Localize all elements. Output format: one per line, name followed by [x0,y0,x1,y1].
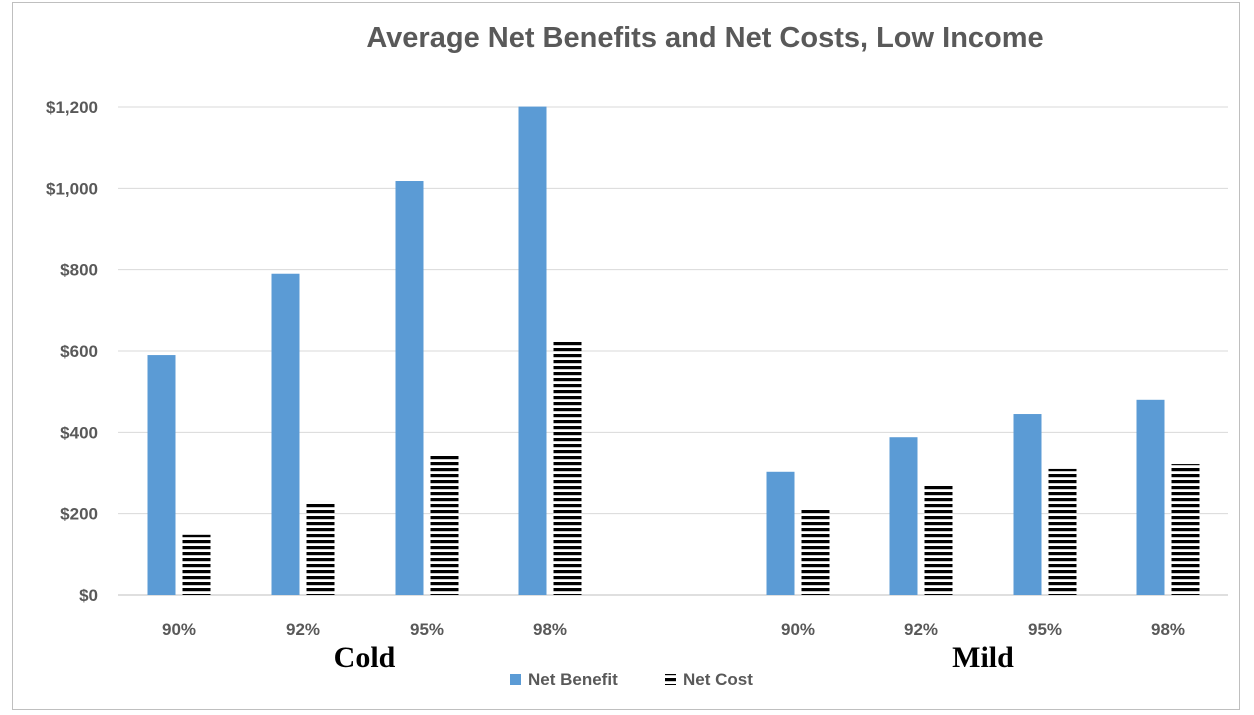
gridlines [118,106,1228,596]
y-tick-label: $0 [79,586,98,605]
x-tick-label: 98% [533,620,567,639]
bar-net-cost [182,534,211,595]
group-labels: Cold Mild [334,641,1014,674]
bar-net-benefit [395,181,424,595]
x-tick-label: 90% [162,620,196,639]
bar-net-cost [553,341,582,595]
y-tick-label: $600 [60,342,98,361]
x-tick-label: 95% [1028,620,1062,639]
y-tick-label: $800 [60,261,98,280]
bar-net-cost [430,453,459,595]
bar-net-cost [306,501,335,595]
bar-net-benefit [889,437,918,595]
bar-net-benefit [766,471,795,595]
bar-net-benefit [1136,399,1165,595]
legend-label: Net Cost [683,670,753,689]
y-tick-label: $1,200 [46,98,98,117]
bar-net-cost [1171,464,1200,595]
bar-net-benefit [147,355,176,595]
y-axis-ticks: $0 $200 $400 $600 $800 $1,000 $1,200 [46,98,98,605]
bar-net-cost [924,485,953,595]
bars [147,106,1200,596]
group-label: Cold [334,641,396,674]
y-tick-label: $200 [60,505,98,524]
y-tick-label: $400 [60,423,98,442]
bar-net-cost [1048,468,1077,595]
x-axis-ticks: 90% 92% 95% 98% 90% 92% 95% 98% [162,620,1185,639]
legend: Net Benefit Net Cost [510,670,753,689]
chart-title: Average Net Benefits and Net Costs, Low … [366,22,1043,54]
x-tick-label: 98% [1151,620,1185,639]
bar-net-cost [801,509,830,595]
bar-net-benefit [518,106,547,596]
x-tick-label: 92% [286,620,320,639]
y-tick-label: $1,000 [46,179,98,198]
bar-net-benefit [1013,414,1042,595]
legend-label: Net Benefit [528,670,618,689]
x-tick-label: 90% [781,620,815,639]
bar-net-benefit [271,273,300,595]
legend-swatch [510,674,521,685]
group-label: Mild [952,641,1014,674]
x-tick-label: 92% [904,620,938,639]
legend-swatch [665,674,676,685]
x-tick-label: 95% [410,620,444,639]
